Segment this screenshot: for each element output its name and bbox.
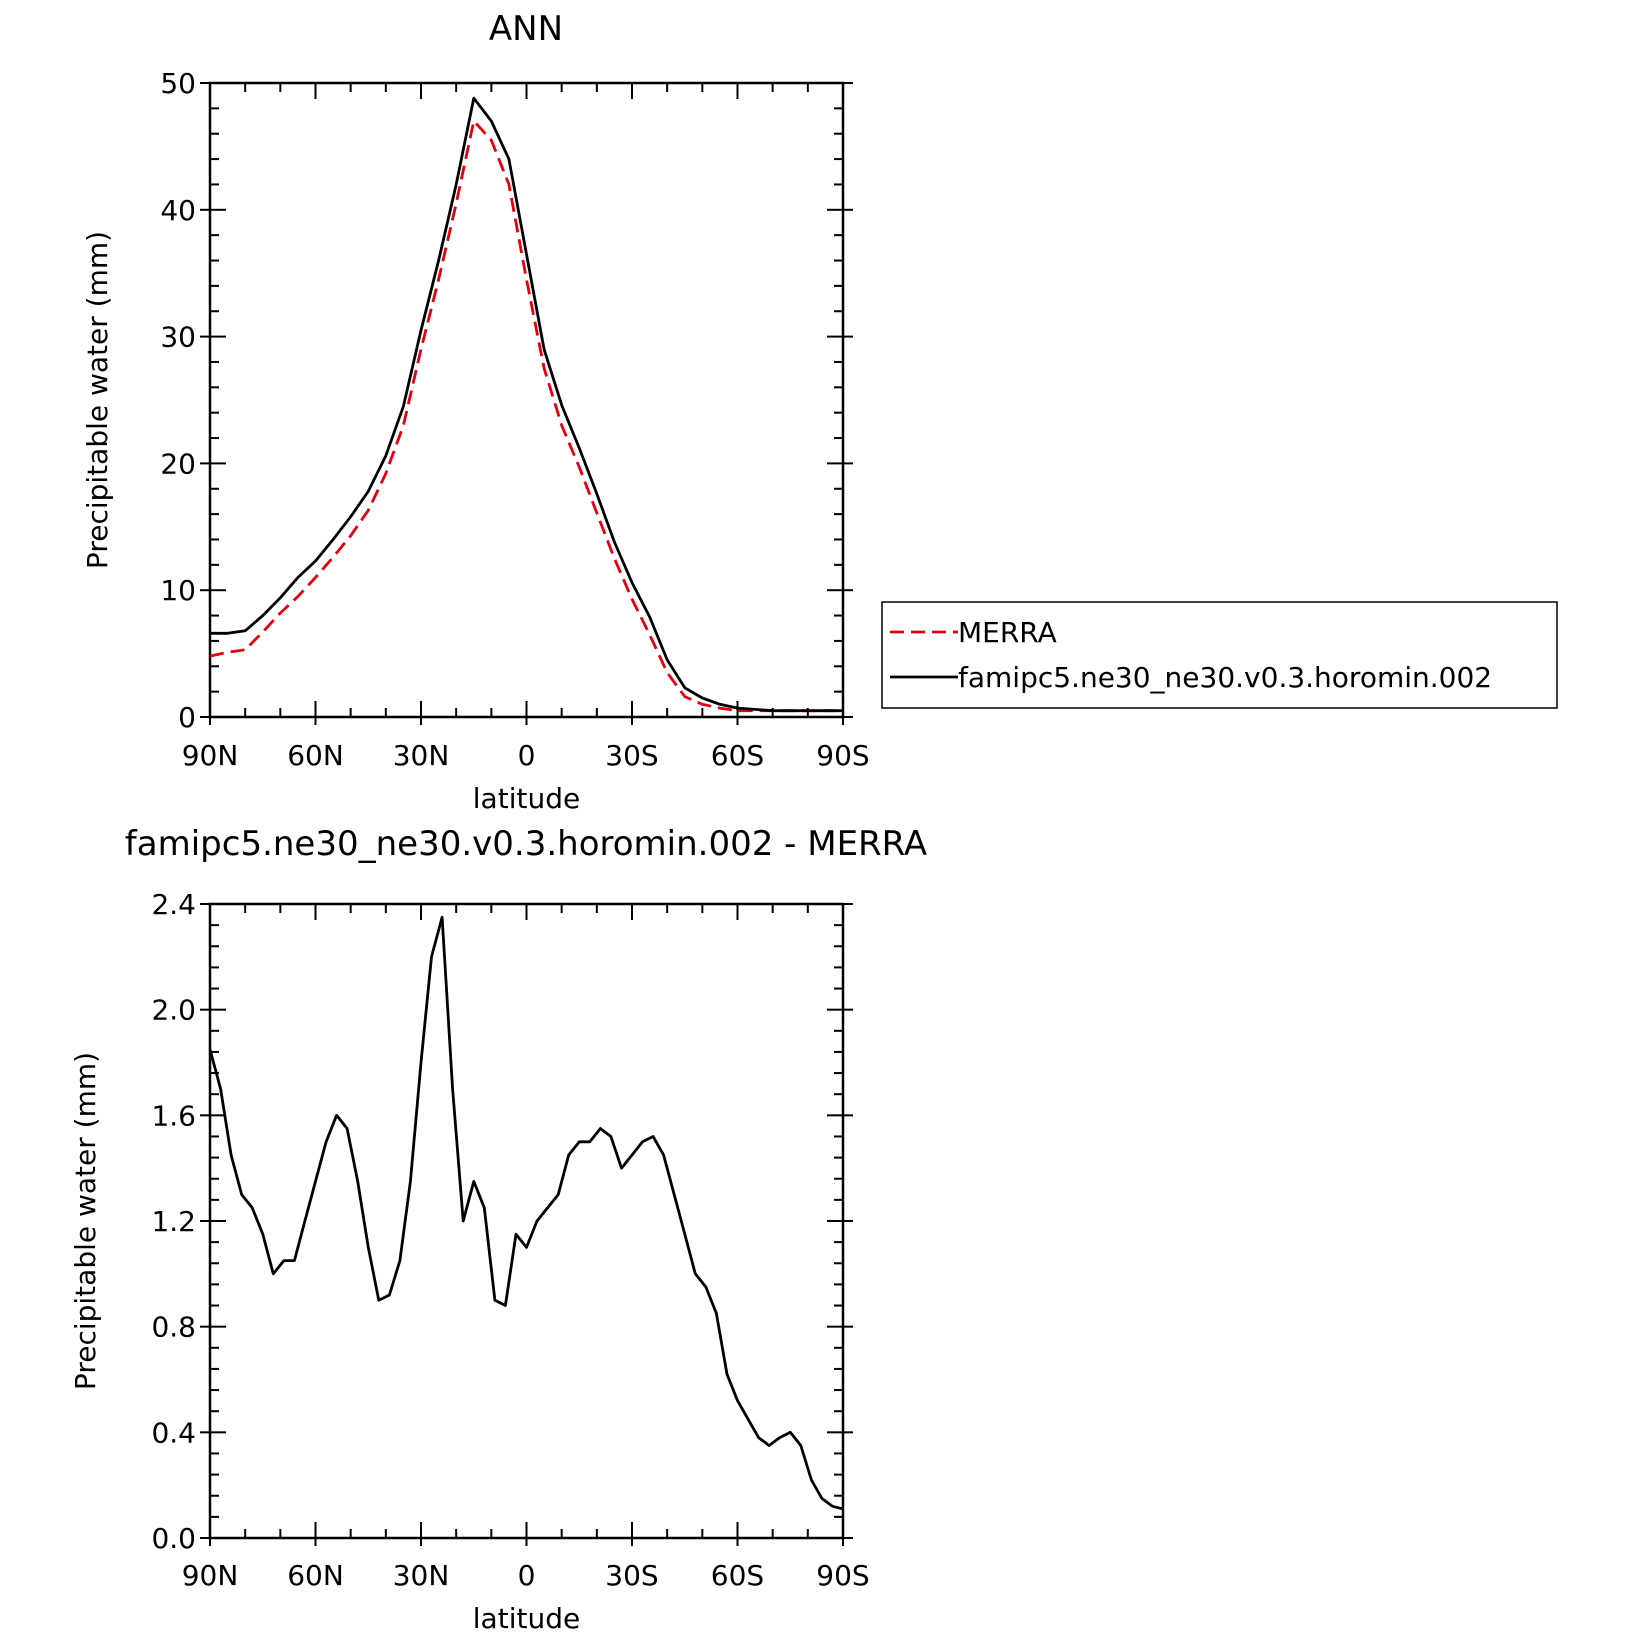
- chart-title: famipc5.ne30_ne30.v0.3.horomin.002 - MER…: [125, 824, 927, 864]
- legend: MERRA famipc5.ne30_ne30.v0.3.horomin.002: [882, 602, 1557, 708]
- chart-panel-2: famipc5.ne30_ne30.v0.3.horomin.002 - MER…: [69, 824, 927, 1635]
- x-tick-label: 30N: [393, 739, 450, 772]
- legend-label-1: MERRA: [958, 616, 1057, 649]
- y-tick-label: 1.6: [151, 1099, 196, 1132]
- legend-label-2: famipc5.ne30_ne30.v0.3.horomin.002: [958, 661, 1492, 694]
- x-tick-label: 0: [518, 739, 536, 772]
- x-tick-label: 30S: [605, 739, 658, 772]
- x-tick-label: 60N: [287, 1559, 344, 1592]
- y-tick-label: 1.2: [151, 1205, 196, 1238]
- x-tick-label: 30S: [605, 1559, 658, 1592]
- y-tick-label: 0.8: [151, 1311, 196, 1344]
- x-tick-label: 60S: [711, 1559, 764, 1592]
- series-line-2: [210, 98, 843, 711]
- series-line-1: [210, 121, 843, 711]
- y-tick-label: 0.4: [151, 1416, 196, 1449]
- y-tick-label: 10: [160, 574, 196, 607]
- series-line-1: [210, 917, 843, 1509]
- y-axis-label: Precipitable water (mm): [81, 231, 114, 569]
- y-tick-label: 50: [160, 67, 196, 100]
- x-tick-label: 60N: [287, 739, 344, 772]
- x-tick-label: 90S: [816, 1559, 869, 1592]
- x-tick-label: 0: [518, 1559, 536, 1592]
- y-tick-label: 2.4: [151, 888, 196, 921]
- x-axis-label: latitude: [473, 1602, 580, 1635]
- x-tick-label: 30N: [393, 1559, 450, 1592]
- y-tick-label: 0.0: [151, 1522, 196, 1555]
- y-tick-label: 20: [160, 447, 196, 480]
- y-axis-label: Precipitable water (mm): [69, 1052, 102, 1390]
- plot-frame: [210, 83, 843, 717]
- chart-panel-1: ANN 90N 60N 30N 0 30S 60S 90S 0 10 20 30 40 50 latitud…: [81, 9, 1557, 815]
- y-tick-label: 30: [160, 321, 196, 354]
- x-tick-label: 90N: [182, 1559, 239, 1592]
- x-axis-label: latitude: [473, 782, 580, 815]
- x-tick-label: 90N: [182, 739, 239, 772]
- chart-title: ANN: [489, 9, 563, 49]
- y-tick-label: 2.0: [151, 994, 196, 1027]
- y-tick-label: 0: [178, 701, 196, 734]
- y-tick-label: 40: [160, 194, 196, 227]
- x-tick-label: 90S: [816, 739, 869, 772]
- x-tick-label: 60S: [711, 739, 764, 772]
